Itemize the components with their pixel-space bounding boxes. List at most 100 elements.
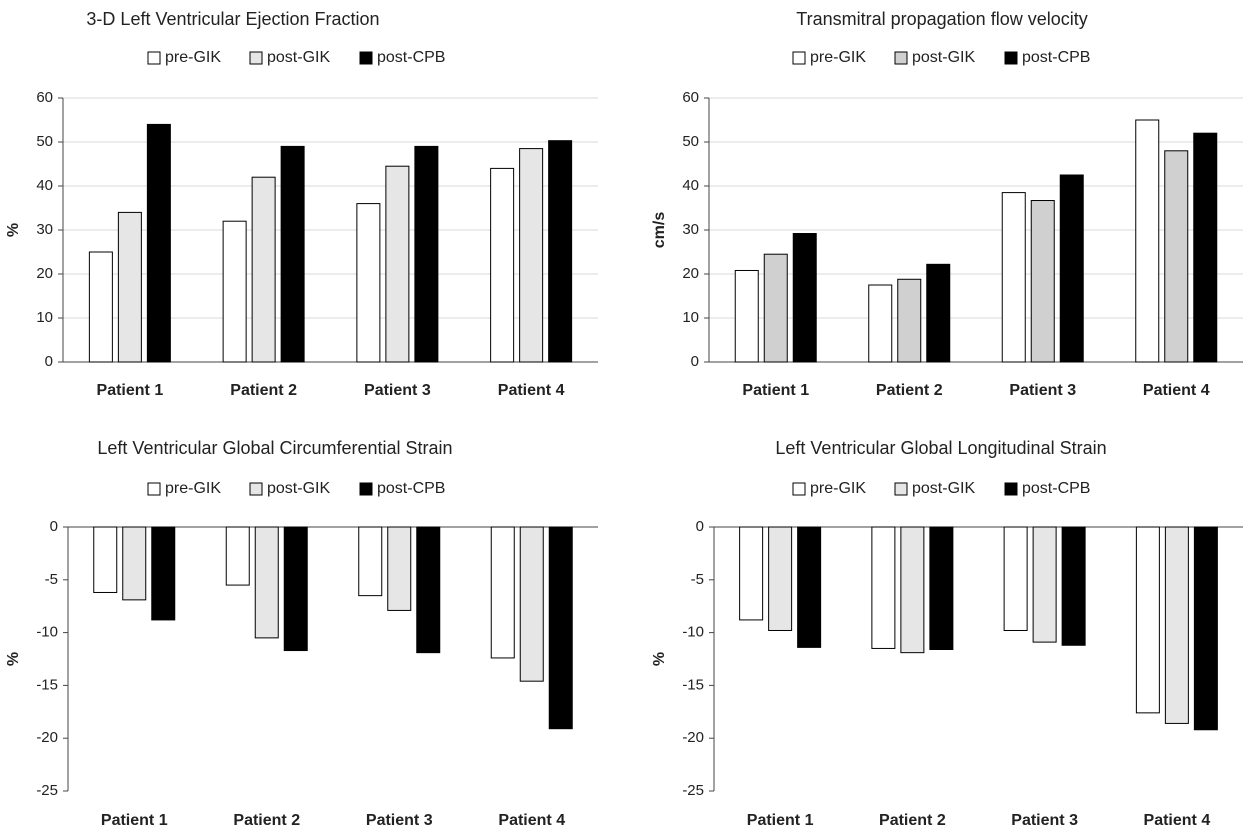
y-tick-label: 0 <box>696 518 704 535</box>
bar-pre-GIK-patient-3 <box>358 526 383 597</box>
bar-post-GIK-patient-4 <box>519 526 544 682</box>
x-category-label: Patient 3 <box>364 382 431 399</box>
x-category-label: Patient 1 <box>747 812 814 829</box>
y-tick-label: -5 <box>691 571 704 588</box>
y-tick-label: -20 <box>682 729 704 746</box>
legend-label: post-CPB <box>1022 49 1090 66</box>
bar-pre-GIK-patient-1 <box>93 526 118 593</box>
chart-title: Transmitral propagation flow velocity <box>796 9 1087 29</box>
bar-post-CPB-patient-3 <box>416 526 441 654</box>
x-category-label: Patient 1 <box>97 382 164 399</box>
bar-post-GIK-patient-4 <box>519 148 544 363</box>
bar-post-CPB-patient-2 <box>280 145 305 363</box>
y-tick-label: 10 <box>682 309 699 326</box>
bar-post-GIK-patient-1 <box>117 211 142 363</box>
bar-post-CPB-patient-3 <box>1059 174 1084 363</box>
legend-swatch-pre-GIK <box>792 482 806 496</box>
bar-post-CPB-patient-4 <box>1193 526 1218 731</box>
bar-pre-GIK-patient-3 <box>1001 192 1026 363</box>
y-tick-label: -15 <box>36 676 58 693</box>
legend-swatch-pre-GIK <box>792 51 806 65</box>
y-axis-label: cm/s <box>651 212 668 249</box>
bar-post-GIK-patient-3 <box>387 526 412 611</box>
bar-post-CPB-patient-4 <box>548 526 573 730</box>
bar-post-CPB-patient-1 <box>151 526 176 621</box>
legend-swatch-post-CPB <box>1004 482 1018 496</box>
bar-post-GIK-patient-3 <box>385 165 410 363</box>
y-tick-label: 20 <box>682 265 699 282</box>
chart-panel-4: Left Ventricular Global Longitudinal Str… <box>651 438 1243 829</box>
chart-title: Left Ventricular Global Longitudinal Str… <box>775 438 1106 458</box>
legend: pre-GIK post-GIK post-CPB <box>147 480 445 497</box>
y-tick-label: 60 <box>36 89 53 106</box>
bar-pre-GIK-patient-2 <box>225 526 250 586</box>
legend: pre-GIK post-GIK post-CPB <box>792 480 1090 497</box>
chart-panel-3: Left Ventricular Global Circumferential … <box>5 438 598 829</box>
chart-title: 3-D Left Ventricular Ejection Fraction <box>86 9 379 29</box>
legend-swatch-post-GIK <box>894 482 908 496</box>
chart-panel-2: Transmitral propagation flow velocity pre… <box>651 9 1243 399</box>
legend-label: post-GIK <box>912 49 975 66</box>
y-tick-label: 0 <box>50 518 58 535</box>
y-axis-label: % <box>5 223 22 237</box>
bar-post-CPB-patient-3 <box>414 145 439 363</box>
y-tick-label: -25 <box>36 782 58 799</box>
y-tick-label: 0 <box>691 353 699 370</box>
y-tick-label: -25 <box>682 782 704 799</box>
x-category-label: Patient 4 <box>498 812 565 829</box>
bar-post-CPB-patient-1 <box>797 526 822 648</box>
bar-pre-GIK-patient-4 <box>490 167 515 363</box>
bar-pre-GIK-patient-4 <box>1135 526 1160 714</box>
x-category-label: Patient 4 <box>1143 382 1210 399</box>
legend: pre-GIK post-GIK post-CPB <box>792 49 1090 66</box>
legend-swatch-post-GIK <box>249 482 263 496</box>
x-category-label: Patient 1 <box>101 812 168 829</box>
x-category-label: Patient 1 <box>742 382 809 399</box>
y-tick-label: 30 <box>36 221 53 238</box>
bar-pre-GIK-patient-2 <box>871 526 896 649</box>
x-category-label: Patient 4 <box>1144 812 1211 829</box>
bar-pre-GIK-patient-4 <box>490 526 515 659</box>
y-tick-label: -10 <box>36 624 58 641</box>
bar-post-GIK-patient-1 <box>768 526 793 631</box>
bar-post-GIK-patient-1 <box>122 526 147 601</box>
bar-pre-GIK-patient-3 <box>1003 526 1028 631</box>
y-tick-label: -5 <box>45 571 58 588</box>
chart-title: Left Ventricular Global Circumferential … <box>97 438 452 458</box>
bar-pre-GIK-patient-3 <box>356 203 381 363</box>
bar-post-CPB-patient-4 <box>1193 132 1218 363</box>
bar-post-GIK-patient-2 <box>900 526 925 654</box>
y-tick-label: 50 <box>682 133 699 150</box>
legend: pre-GIK post-GIK post-CPB <box>147 49 445 66</box>
bar-pre-GIK-patient-2 <box>868 284 893 363</box>
legend-swatch-pre-GIK <box>147 482 161 496</box>
bar-pre-GIK-patient-4 <box>1135 119 1160 363</box>
bar-post-GIK-patient-2 <box>897 278 922 363</box>
x-category-label: Patient 2 <box>233 812 300 829</box>
bar-post-GIK-patient-4 <box>1164 150 1189 363</box>
legend-label: post-GIK <box>912 480 975 497</box>
legend-swatch-post-CPB <box>359 51 373 65</box>
x-category-label: Patient 3 <box>366 812 433 829</box>
y-tick-label: 40 <box>36 177 53 194</box>
bar-pre-GIK-patient-2 <box>222 220 247 363</box>
bar-post-CPB-patient-1 <box>146 123 171 363</box>
y-tick-label: -15 <box>682 676 704 693</box>
y-axis-label: % <box>651 652 668 666</box>
bar-post-GIK-patient-4 <box>1164 526 1189 724</box>
legend-label: post-CPB <box>1022 480 1090 497</box>
bar-post-CPB-patient-4 <box>548 140 573 363</box>
legend-label: post-GIK <box>267 480 330 497</box>
legend-swatch-post-GIK <box>249 51 263 65</box>
legend-swatch-post-GIK <box>894 51 908 65</box>
legend-label: post-CPB <box>377 49 445 66</box>
legend-label: pre-GIK <box>165 480 221 497</box>
chart-panel-1: 3-D Left Ventricular Ejection Fraction pr… <box>5 9 598 399</box>
x-category-label: Patient 2 <box>230 382 297 399</box>
bar-post-GIK-patient-3 <box>1030 200 1055 363</box>
legend-label: pre-GIK <box>165 49 221 66</box>
bar-post-CPB-patient-2 <box>929 526 954 650</box>
y-tick-label: 20 <box>36 265 53 282</box>
y-tick-label: -20 <box>36 729 58 746</box>
